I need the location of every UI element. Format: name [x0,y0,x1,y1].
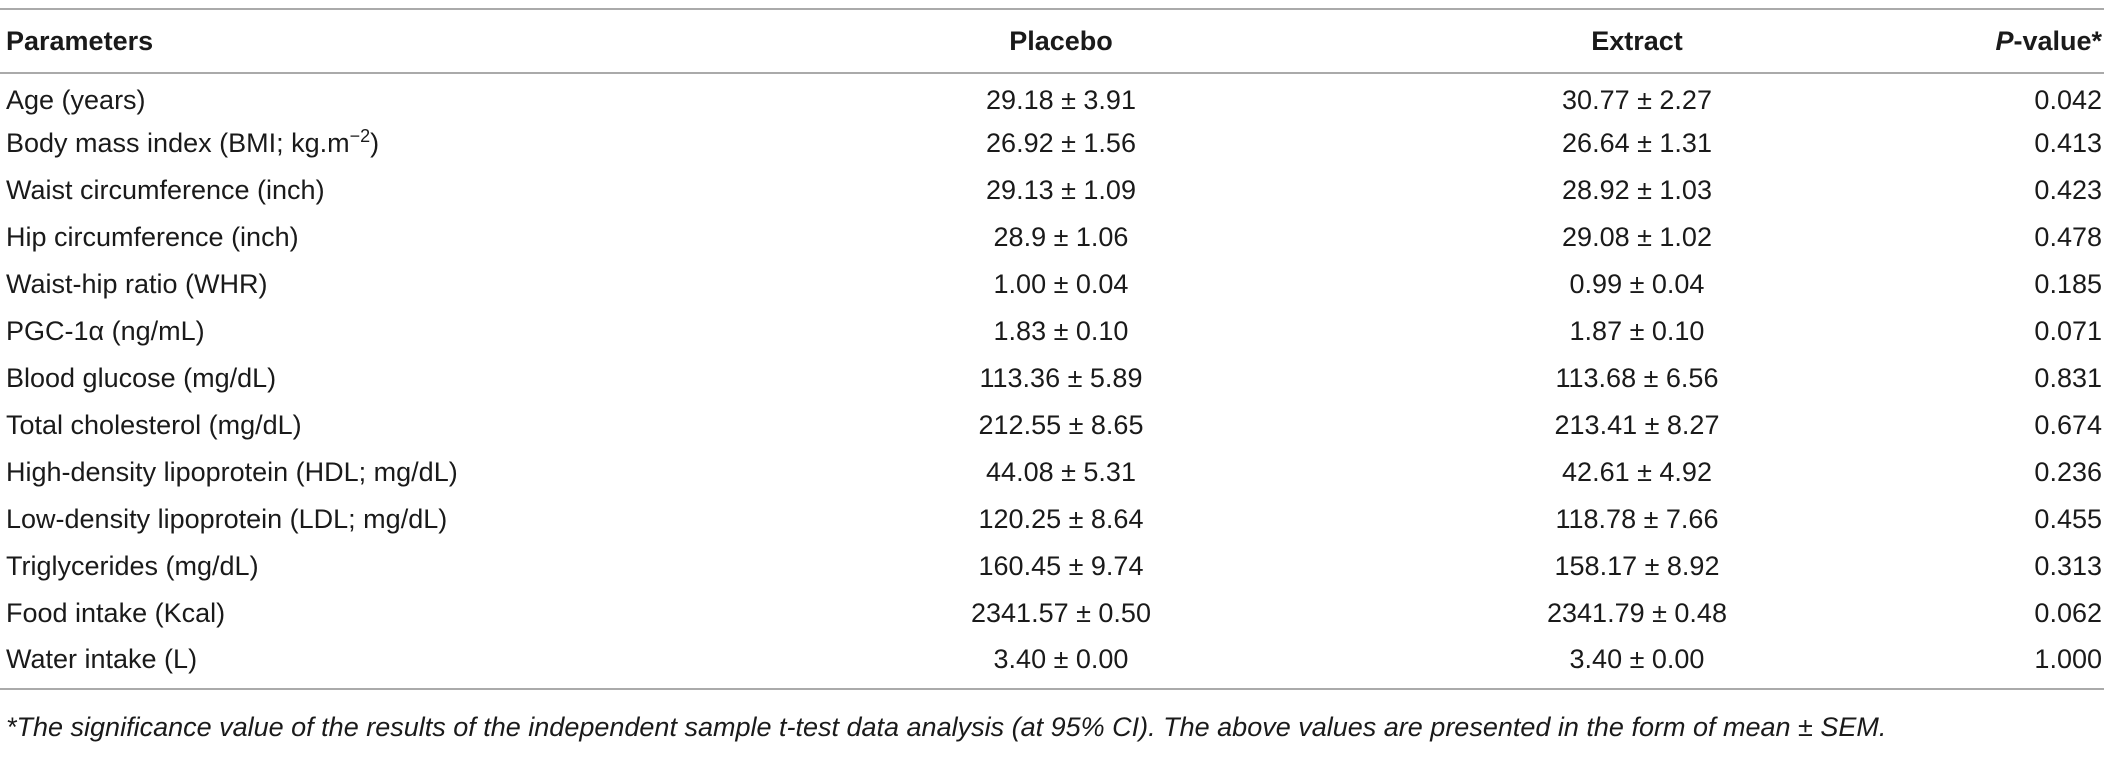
p-value-cell: 0.236 [2034,457,2102,487]
extract-cell: 1.87 ± 0.10 [1569,316,1705,346]
p-value-cell: 0.478 [2034,222,2102,252]
parameter-cell: High-density lipoprotein (HDL; mg/dL) [6,457,458,487]
header-p-value-rest: -value* [2013,25,2102,56]
table-row: Water intake (L) 3.40 ± 0.00 3.40 ± 0.00… [0,637,2104,689]
placebo-cell: 2341.57 ± 0.50 [971,598,1151,628]
header-p-value-italic: P [1995,25,2014,56]
p-value-cell: 0.423 [2034,175,2102,205]
placebo-cell: 160.45 ± 9.74 [978,551,1144,581]
table-row: Blood glucose (mg/dL) 113.36 ± 5.89 113.… [0,355,2104,402]
table-row: Hip circumference (inch) 28.9 ± 1.06 29.… [0,214,2104,261]
placebo-cell: 1.00 ± 0.04 [993,269,1129,299]
parameter-cell: Food intake (Kcal) [6,598,226,628]
extract-cell: 28.92 ± 1.03 [1562,175,1712,205]
table-row: Waist-hip ratio (WHR) 1.00 ± 0.04 0.99 ±… [0,261,2104,308]
parameter-cell: Low-density lipoprotein (LDL; mg/dL) [6,504,448,534]
extract-cell: 3.40 ± 0.00 [1569,644,1705,674]
table-row: Waist circumference (inch) 29.13 ± 1.09 … [0,167,2104,214]
p-value-cell: 0.185 [2034,269,2102,299]
parameter-cell: Water intake (L) [6,644,198,674]
table-row: Age (years) 29.18 ± 3.91 30.77 ± 2.27 0.… [0,73,2104,120]
parameter-cell: PGC-1α (ng/mL) [6,316,205,346]
p-value-cell: 0.062 [2034,598,2102,628]
header-extract: Extract [1591,25,1683,56]
extract-cell: 42.61 ± 4.92 [1562,457,1712,487]
parameter-cell: Total cholesterol (mg/dL) [6,410,302,440]
placebo-cell: 29.18 ± 3.91 [986,84,1136,115]
parameter-cell: Hip circumference (inch) [6,222,299,252]
parameter-suffix: ) [370,128,380,158]
p-value-cell: 0.071 [2034,316,2102,346]
placebo-cell: 26.92 ± 1.56 [986,128,1136,158]
p-value-cell: 1.000 [2034,644,2102,674]
extract-cell: 26.64 ± 1.31 [1562,128,1712,158]
extract-cell: 213.41 ± 8.27 [1554,410,1720,440]
p-value-cell: 0.042 [2034,84,2102,115]
table-row: Food intake (Kcal) 2341.57 ± 0.50 2341.7… [0,590,2104,637]
placebo-cell: 44.08 ± 5.31 [986,457,1136,487]
placebo-cell: 28.9 ± 1.06 [993,222,1129,252]
p-value-cell: 0.674 [2034,410,2102,440]
extract-cell: 158.17 ± 8.92 [1554,551,1720,581]
parameter-cell: Waist-hip ratio (WHR) [6,269,268,299]
table-row: Total cholesterol (mg/dL) 212.55 ± 8.65 … [0,402,2104,449]
extract-cell: 30.77 ± 2.27 [1562,84,1712,115]
table-row: Triglycerides (mg/dL) 160.45 ± 9.74 158.… [0,543,2104,590]
p-value-cell: 0.831 [2034,363,2102,393]
extract-cell: 118.78 ± 7.66 [1555,504,1719,534]
parameter-text: Body mass index (BMI; kg.m [6,128,350,158]
placebo-cell: 113.36 ± 5.89 [979,363,1143,393]
parameter-superscript: −2 [349,126,371,146]
parameter-cell: Waist circumference (inch) [6,175,325,205]
table-row: Body mass index (BMI; kg.m−2) 26.92 ± 1.… [0,120,2104,167]
p-value-cell: 0.313 [2034,551,2102,581]
placebo-cell: 212.55 ± 8.65 [978,410,1144,440]
table-header-row: Parameters Placebo Extract P-value* [0,9,2104,73]
placebo-cell: 3.40 ± 0.00 [993,644,1129,674]
placebo-cell: 120.25 ± 8.64 [978,504,1144,534]
table-body: Age (years) 29.18 ± 3.91 30.77 ± 2.27 0.… [0,73,2104,689]
extract-cell: 0.99 ± 0.04 [1569,269,1705,299]
parameter-cell: Triglycerides (mg/dL) [6,551,259,581]
placebo-cell: 1.83 ± 0.10 [993,316,1129,346]
extract-cell: 29.08 ± 1.02 [1562,222,1712,252]
extract-cell: 2341.79 ± 0.48 [1547,598,1727,628]
placebo-cell: 29.13 ± 1.09 [986,175,1136,205]
header-p-value: P-value* [1922,9,2104,73]
results-table: Parameters Placebo Extract P-value* Age … [0,8,2104,690]
parameter-cell: Age (years) [6,84,146,115]
header-parameters: Parameters [6,25,154,56]
table-row: Low-density lipoprotein (LDL; mg/dL) 120… [0,496,2104,543]
parameter-cell: Blood glucose (mg/dL) [6,363,277,393]
table-row: High-density lipoprotein (HDL; mg/dL) 44… [0,449,2104,496]
parameter-cell: Body mass index (BMI; kg.m−2) [0,120,770,167]
p-value-cell: 0.455 [2034,504,2102,534]
header-placebo: Placebo [1009,25,1113,56]
table-row: PGC-1α (ng/mL) 1.83 ± 0.10 1.87 ± 0.10 0… [0,308,2104,355]
table-footnote: *The significance value of the results o… [6,712,1887,742]
p-value-cell: 0.413 [2034,128,2102,158]
extract-cell: 113.68 ± 6.56 [1555,363,1719,393]
